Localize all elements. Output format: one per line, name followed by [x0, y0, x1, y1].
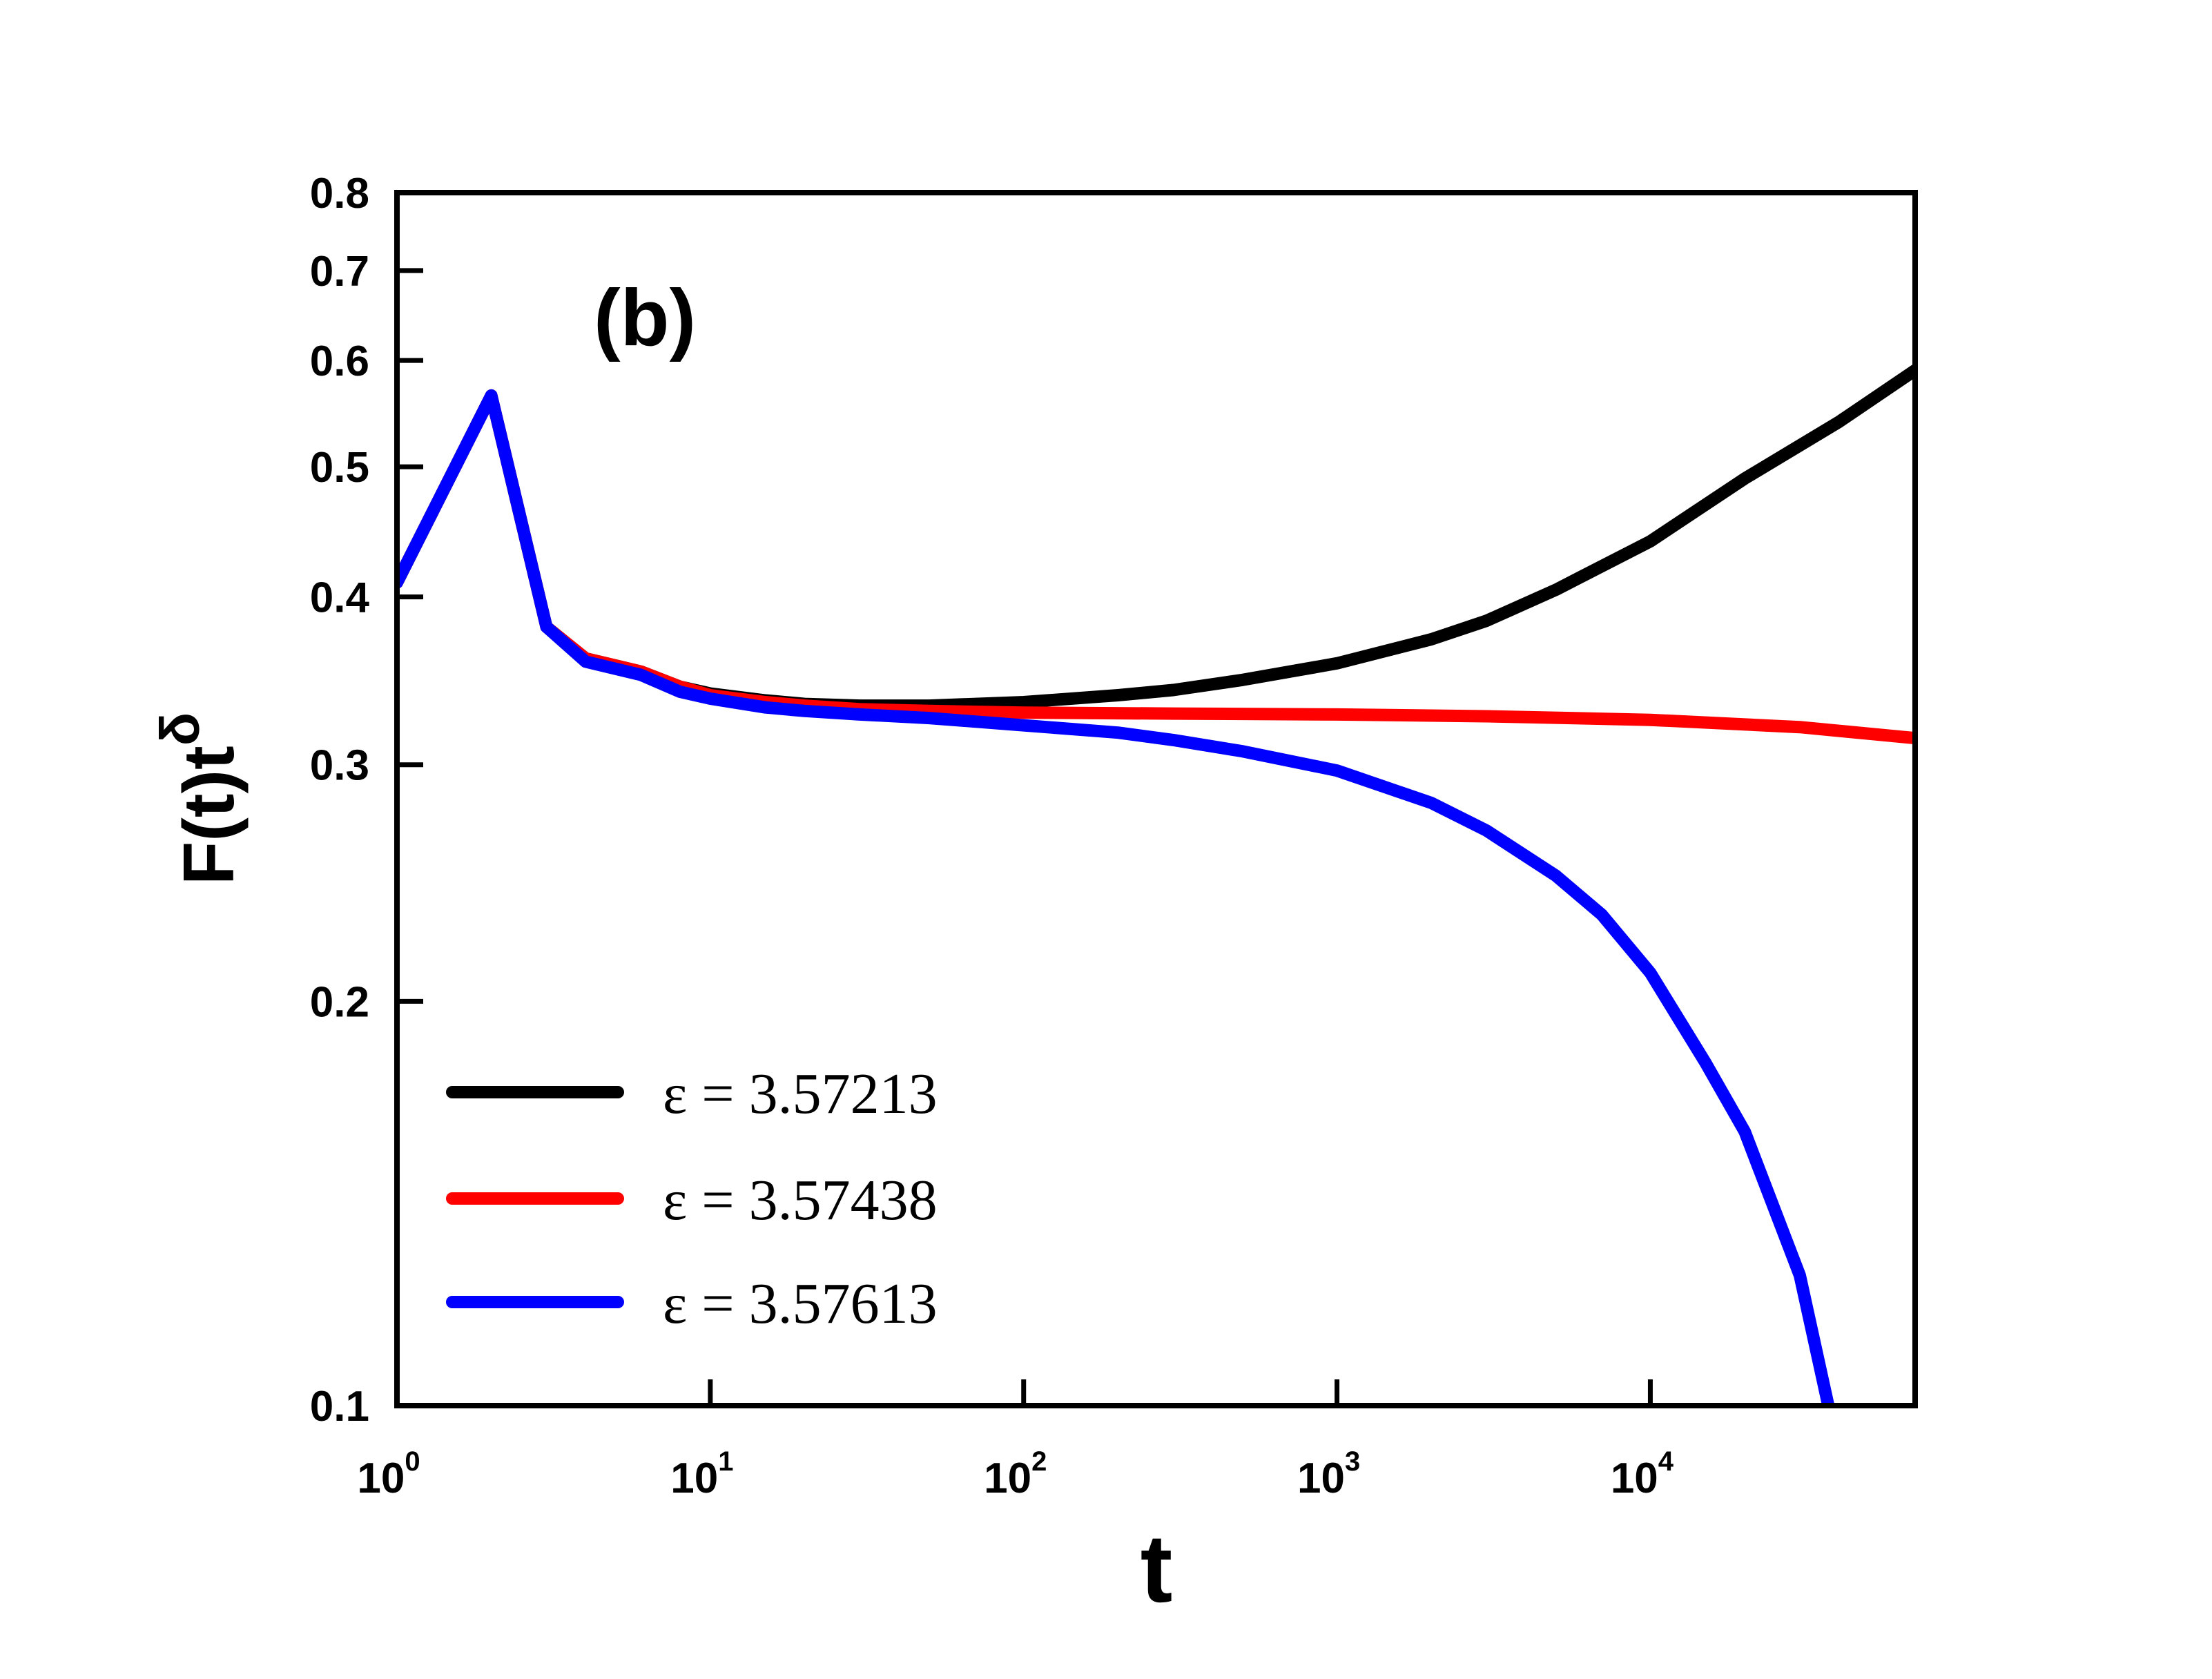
- x-tick-label: 103: [1297, 1446, 1360, 1502]
- series-line-3: [397, 389, 1835, 1406]
- x-tick-label-exponent: 2: [1031, 1446, 1047, 1477]
- x-tick-label-exponent: 1: [718, 1446, 733, 1477]
- y-tick-label: 0.1: [310, 1383, 369, 1430]
- legend-label-1: ε = 3.57213: [663, 1062, 938, 1126]
- plot-frame: [394, 190, 1918, 1408]
- y-tick-label: 0.4: [310, 574, 370, 622]
- x-tick-label-base: 10: [984, 1455, 1031, 1502]
- y-axis-title: F(t)tδ: [149, 712, 249, 886]
- x-tick-label: 102: [984, 1446, 1047, 1502]
- x-tick-label-exponent: 3: [1345, 1446, 1360, 1477]
- panel-label: (b): [594, 273, 696, 362]
- legend: ε = 3.57213 ε = 3.57438 ε = 3.57613: [446, 1062, 938, 1336]
- legend-label-3: ε = 3.57613: [663, 1272, 938, 1336]
- x-tick-label-exponent: 4: [1658, 1446, 1674, 1477]
- y-axis-title-superscript: δ: [149, 712, 211, 746]
- x-tick-label-base: 10: [357, 1455, 405, 1502]
- y-axis-title-base: F(t)t: [169, 746, 249, 885]
- legend-label-2: ε = 3.57438: [663, 1168, 938, 1232]
- y-tick-label: 0.5: [310, 444, 369, 492]
- y-tick-label: 0.3: [310, 742, 369, 790]
- y-axis-ticks: 0.1 0.2 0.3 0.4 0.5 0.6 0.7 0.8: [310, 170, 423, 1430]
- x-tick-label: 101: [670, 1446, 733, 1502]
- x-tick-label-base: 10: [1297, 1455, 1345, 1502]
- x-tick-label: 104: [1611, 1446, 1674, 1502]
- x-axis-title: t: [1141, 1514, 1173, 1622]
- y-tick-label: 0.6: [310, 338, 369, 385]
- y-tick-label: 0.7: [310, 248, 369, 295]
- y-tick-label: 0.8: [310, 170, 369, 217]
- y-tick-label: 0.2: [310, 978, 369, 1026]
- x-tick-label: 100: [357, 1446, 420, 1502]
- series-layer: [397, 364, 1915, 1406]
- x-tick-label-base: 10: [670, 1455, 718, 1502]
- x-tick-label-exponent: 0: [405, 1446, 420, 1477]
- x-axis-ticks: 100 101 102 103 104: [357, 1379, 1674, 1502]
- x-tick-label-base: 10: [1611, 1455, 1658, 1502]
